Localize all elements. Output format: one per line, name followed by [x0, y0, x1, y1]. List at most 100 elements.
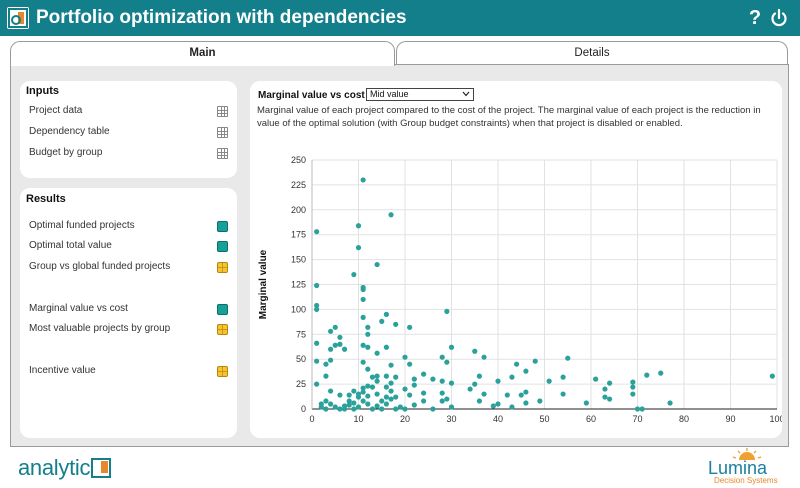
data-point: [365, 393, 371, 399]
data-point: [602, 394, 608, 400]
data-point: [532, 358, 538, 364]
data-point: [495, 401, 501, 407]
data-point: [337, 392, 343, 398]
result-optimal-total-value[interactable]: Optimal total value: [29, 240, 112, 251]
data-point: [439, 398, 445, 404]
tab-details[interactable]: Details: [396, 41, 788, 65]
data-point: [448, 380, 455, 386]
table-icon[interactable]: [217, 106, 228, 117]
result-marginal-value-vs-cost[interactable]: Marginal value vs cost: [29, 303, 128, 314]
data-point: [369, 374, 376, 380]
data-point: [411, 376, 417, 382]
power-icon[interactable]: [769, 8, 789, 28]
data-point: [314, 358, 320, 364]
tab-main[interactable]: Main: [10, 41, 395, 66]
result-optimal-funded-projects[interactable]: Optimal funded projects: [29, 220, 135, 231]
data-point: [374, 373, 380, 379]
result-teal-icon[interactable]: [217, 241, 228, 252]
y-tick-label: 200: [291, 205, 306, 215]
inputs-title: Inputs: [26, 85, 59, 97]
result-teal-icon[interactable]: [217, 304, 228, 315]
data-point: [360, 359, 366, 365]
data-point: [430, 406, 436, 412]
result-table-yellow-icon[interactable]: [217, 262, 228, 273]
y-tick-label: 0: [301, 404, 306, 414]
data-point: [383, 384, 389, 390]
data-point: [379, 318, 385, 324]
result-table-yellow-icon[interactable]: [217, 366, 228, 377]
table-icon[interactable]: [217, 148, 228, 159]
data-point: [383, 373, 389, 379]
data-point: [472, 381, 478, 387]
data-point: [346, 402, 352, 408]
data-point: [411, 382, 417, 388]
data-point: [407, 324, 413, 330]
result-most-valuable-projects[interactable]: Most valuable projects by group: [29, 323, 171, 334]
data-point: [402, 354, 408, 360]
main-panel: Inputs Project data Dependency table Bud…: [10, 64, 789, 447]
y-tick-label: 100: [291, 304, 306, 314]
value-select[interactable]: Mid value: [366, 88, 474, 101]
analytica-logo-text: analytic: [18, 455, 91, 480]
data-point: [523, 389, 529, 395]
result-table-yellow-icon[interactable]: [217, 324, 228, 335]
data-point: [634, 406, 641, 412]
y-tick-label: 25: [296, 379, 306, 389]
data-point: [365, 401, 371, 407]
data-point: [360, 398, 366, 404]
chevron-down-icon: [462, 91, 470, 97]
data-point: [397, 404, 403, 410]
lumina-wordmark: Lumina: [708, 458, 768, 478]
data-point: [658, 370, 664, 376]
data-point: [476, 398, 482, 404]
input-project-data[interactable]: Project data: [29, 105, 83, 116]
x-tick-label: 40: [493, 414, 503, 424]
data-point: [355, 223, 362, 229]
lumina-subtitle: Decision Systems: [714, 476, 778, 485]
data-point: [328, 357, 334, 363]
result-teal-icon[interactable]: [217, 221, 228, 232]
data-point: [495, 378, 501, 384]
x-tick-label: 80: [679, 414, 689, 424]
x-tick-label: 90: [725, 414, 735, 424]
data-point: [388, 396, 394, 402]
input-dependency-table[interactable]: Dependency table: [29, 126, 110, 137]
data-point: [393, 406, 399, 412]
data-point: [565, 355, 571, 361]
table-icon[interactable]: [217, 127, 228, 138]
data-point: [369, 406, 376, 412]
result-group-vs-global[interactable]: Group vs global funded projects: [29, 261, 171, 272]
data-point: [490, 403, 496, 409]
data-point: [365, 324, 371, 330]
data-point: [341, 406, 348, 412]
help-button[interactable]: ?: [748, 7, 762, 29]
data-point: [393, 321, 399, 327]
y-tick-label: 150: [291, 255, 306, 265]
data-point: [639, 406, 645, 412]
data-point: [351, 271, 357, 278]
data-point: [583, 400, 589, 406]
data-point: [439, 390, 445, 396]
data-point: [360, 389, 366, 395]
x-tick-label: 50: [539, 414, 549, 424]
input-budget-by-group[interactable]: Budget by group: [29, 147, 103, 158]
data-point: [332, 324, 338, 330]
data-point: [355, 404, 362, 410]
data-point: [407, 361, 413, 367]
data-point: [323, 406, 329, 412]
data-point: [421, 390, 427, 396]
data-point: [346, 398, 352, 404]
data-point: [314, 282, 320, 289]
data-point: [360, 385, 366, 391]
x-tick-label: 30: [446, 414, 456, 424]
result-incentive-value[interactable]: Incentive value: [29, 365, 96, 376]
x-tick-label: 10: [353, 414, 363, 424]
data-point: [439, 378, 445, 384]
data-point: [439, 354, 445, 360]
data-point: [509, 374, 515, 380]
data-point: [314, 302, 320, 309]
data-point: [769, 373, 775, 379]
data-point: [360, 286, 366, 293]
data-point: [607, 380, 613, 386]
data-point: [481, 391, 487, 397]
